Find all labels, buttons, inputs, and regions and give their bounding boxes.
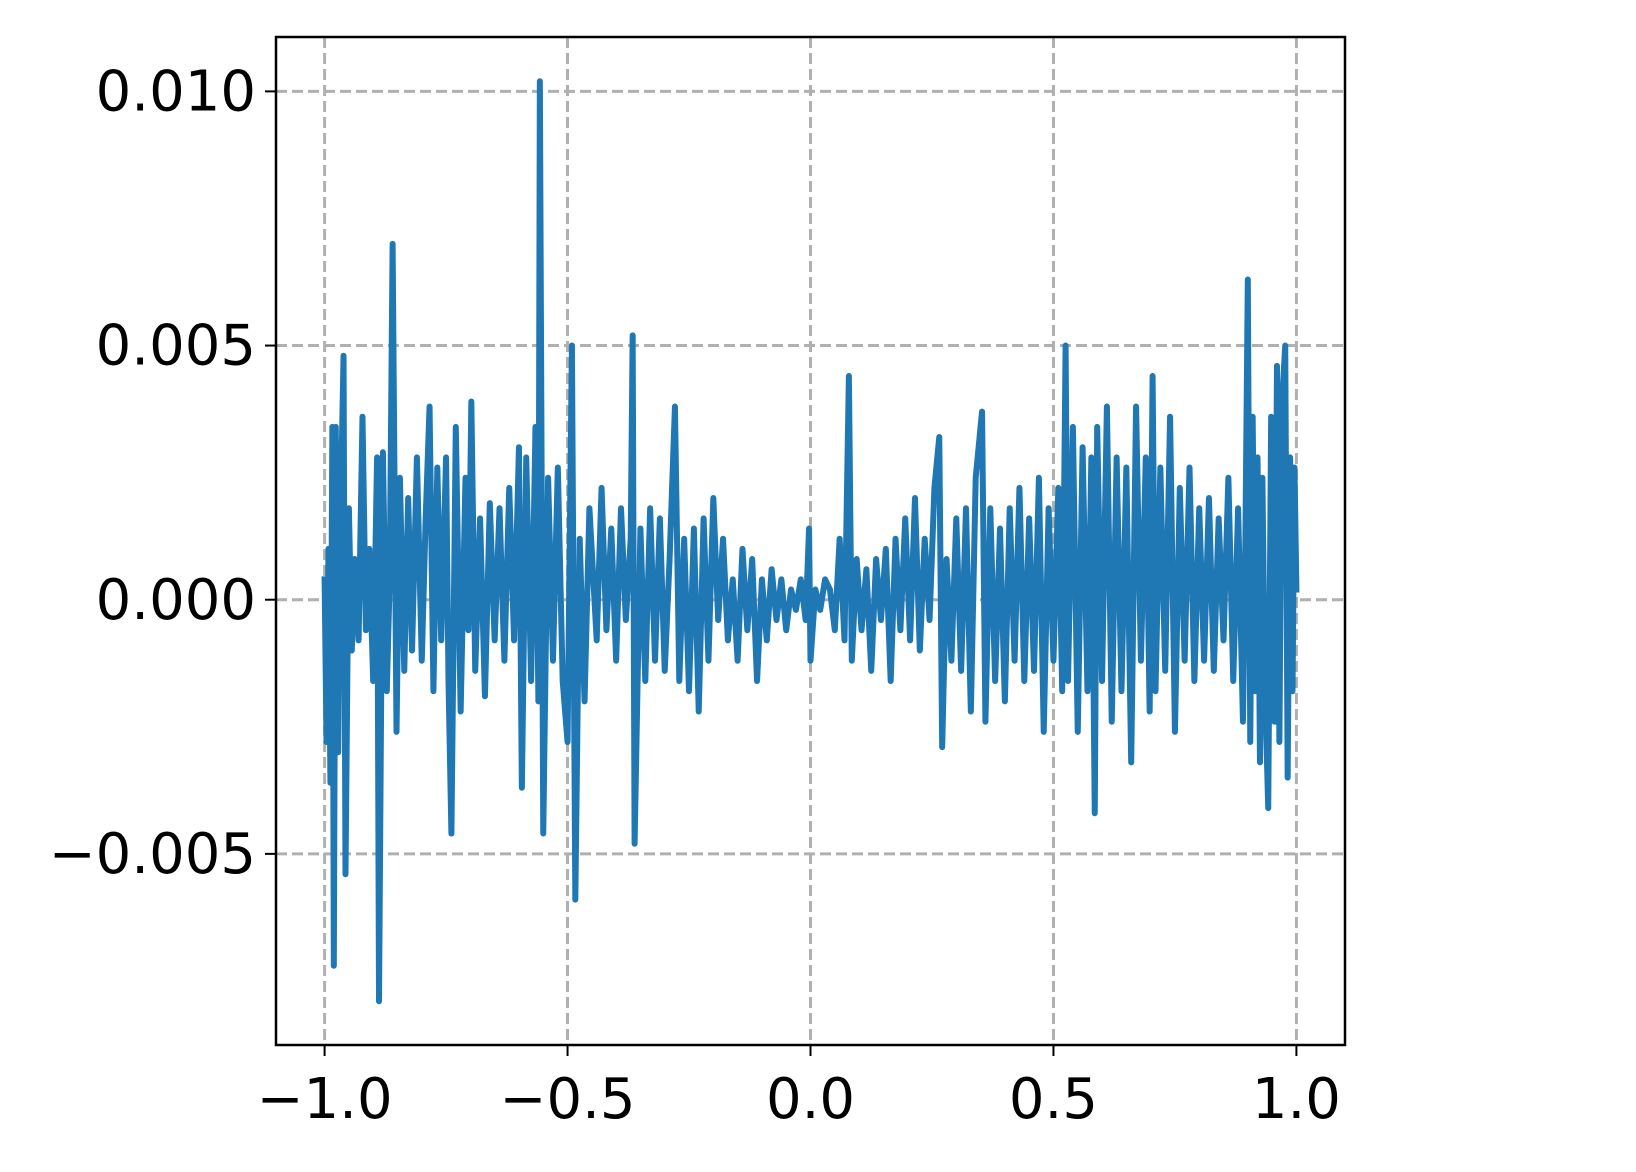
x-tick-label: 0.0: [766, 1067, 855, 1132]
x-tick-label: −0.5: [500, 1067, 636, 1132]
plot-frame: [274, 35, 1347, 1047]
x-tick-label: 0.5: [1009, 1067, 1098, 1132]
x-tick-label: 1.0: [1252, 1067, 1341, 1132]
x-tick-label: −1.0: [257, 1067, 393, 1132]
y-tick-label: 0.005: [96, 314, 256, 379]
line-series: [321, 78, 1300, 1005]
y-tick-label: −0.005: [49, 822, 256, 887]
y-tick-label: 0.010: [96, 60, 256, 125]
y-tick-label: 0.000: [96, 568, 256, 633]
